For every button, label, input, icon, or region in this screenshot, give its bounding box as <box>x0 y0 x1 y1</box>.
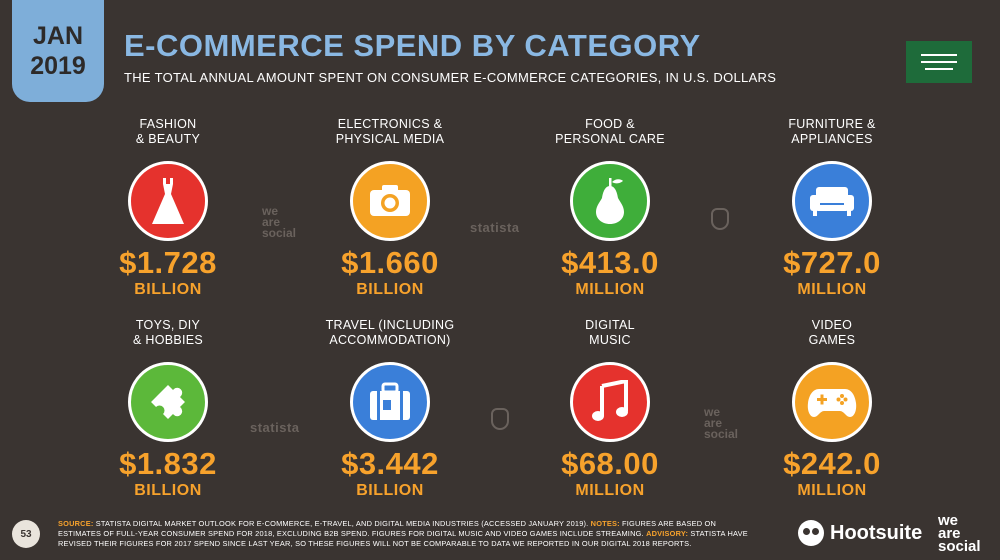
suitcase-icon <box>350 362 430 442</box>
gamepad-icon <box>792 362 872 442</box>
statista-watermark: statista <box>250 420 300 435</box>
date-month: JAN <box>32 22 83 50</box>
category-toys: TOYS, DIY & HOBBIES $1.832 BILLION <box>78 318 258 500</box>
source-text: STATISTA DIGITAL MARKET OUTLOOK FOR E-CO… <box>93 519 591 528</box>
camera-icon <box>350 161 430 241</box>
pear-icon <box>570 161 650 241</box>
category-label: FASHION & BEAUTY <box>135 117 201 146</box>
date-badge: JAN 2019 <box>12 0 104 102</box>
notes-label: NOTES: <box>590 519 620 528</box>
category-label: VIDEO GAMES <box>808 318 856 347</box>
category-label: FOOD & PERSONAL CARE <box>555 117 665 146</box>
wearesocial-watermark: we are social <box>262 204 297 240</box>
category-label: DIGITAL MUSIC <box>585 318 635 347</box>
saudi-flag-icon <box>906 41 972 83</box>
category-unit: BILLION <box>356 482 424 499</box>
category-unit: MILLION <box>575 281 645 298</box>
date-year: 2019 <box>30 52 86 80</box>
category-fashion-beauty: FASHION & BEAUTY $1.728 BILLION <box>78 117 258 299</box>
owl-watermark-icon <box>491 408 509 430</box>
category-value: $242.0 <box>783 446 881 481</box>
wearesocial-logo: we are social <box>938 512 981 555</box>
advisory-text: STATISTA HAVE REVISED THEIR FIGURES FOR … <box>58 529 748 548</box>
category-electronics: ELECTRONICS & PHYSICAL MEDIA $1.660 BILL… <box>300 117 480 299</box>
footer-notes: SOURCE: STATISTA DIGITAL MARKET OUTLOOK … <box>58 519 748 549</box>
hootsuite-owl-icon <box>798 520 824 546</box>
category-unit: MILLION <box>797 482 867 499</box>
source-label: SOURCE: <box>58 519 94 528</box>
category-value: $413.0 <box>561 245 659 280</box>
category-value: $1.660 <box>341 245 439 280</box>
notes-text: FIGURES ARE BASED ON ESTIMATES OF FULL-Y… <box>58 519 716 538</box>
advisory-label: ADVISORY: <box>646 529 689 538</box>
hootsuite-wordmark: Hootsuite <box>830 521 923 544</box>
category-value: $3.442 <box>341 446 439 481</box>
category-unit: BILLION <box>356 281 424 298</box>
category-value: $1.832 <box>119 446 217 481</box>
category-unit: MILLION <box>575 482 645 499</box>
category-label: FURNITURE & APPLIANCES <box>788 117 876 146</box>
category-furniture: FURNITURE & APPLIANCES $727.0 MILLION <box>742 117 922 299</box>
category-value: $68.00 <box>561 446 659 481</box>
music-note-icon <box>570 362 650 442</box>
category-unit: BILLION <box>134 281 202 298</box>
category-label: TOYS, DIY & HOBBIES <box>132 318 204 347</box>
category-food: FOOD & PERSONAL CARE $413.0 MILLION <box>520 117 700 299</box>
hootsuite-logo: Hootsuite <box>798 520 922 546</box>
page-title: E-COMMERCE SPEND BY CATEGORY <box>124 28 701 63</box>
category-value: $727.0 <box>783 245 881 280</box>
category-label: TRAVEL (INCLUDING ACCOMMODATION) <box>325 318 455 347</box>
page-subtitle: THE TOTAL ANNUAL AMOUNT SPENT ON CONSUME… <box>124 70 777 85</box>
owl-watermark-icon <box>711 208 729 230</box>
sofa-icon <box>792 161 872 241</box>
category-value: $1.728 <box>119 245 217 280</box>
category-travel: TRAVEL (INCLUDING ACCOMMODATION) $3.442 … <box>300 318 480 500</box>
page-number: 53 <box>12 520 40 548</box>
category-unit: MILLION <box>797 281 867 298</box>
category-digital-music: DIGITAL MUSIC $68.00 MILLION <box>520 318 700 500</box>
category-unit: BILLION <box>134 482 202 499</box>
category-video-games: VIDEO GAMES $242.0 MILLION <box>742 318 922 500</box>
dress-icon <box>128 161 208 241</box>
statista-watermark: statista <box>470 220 520 235</box>
wearesocial-watermark: we are social <box>704 405 739 441</box>
category-label: ELECTRONICS & PHYSICAL MEDIA <box>335 117 445 146</box>
puzzle-icon <box>128 362 208 442</box>
